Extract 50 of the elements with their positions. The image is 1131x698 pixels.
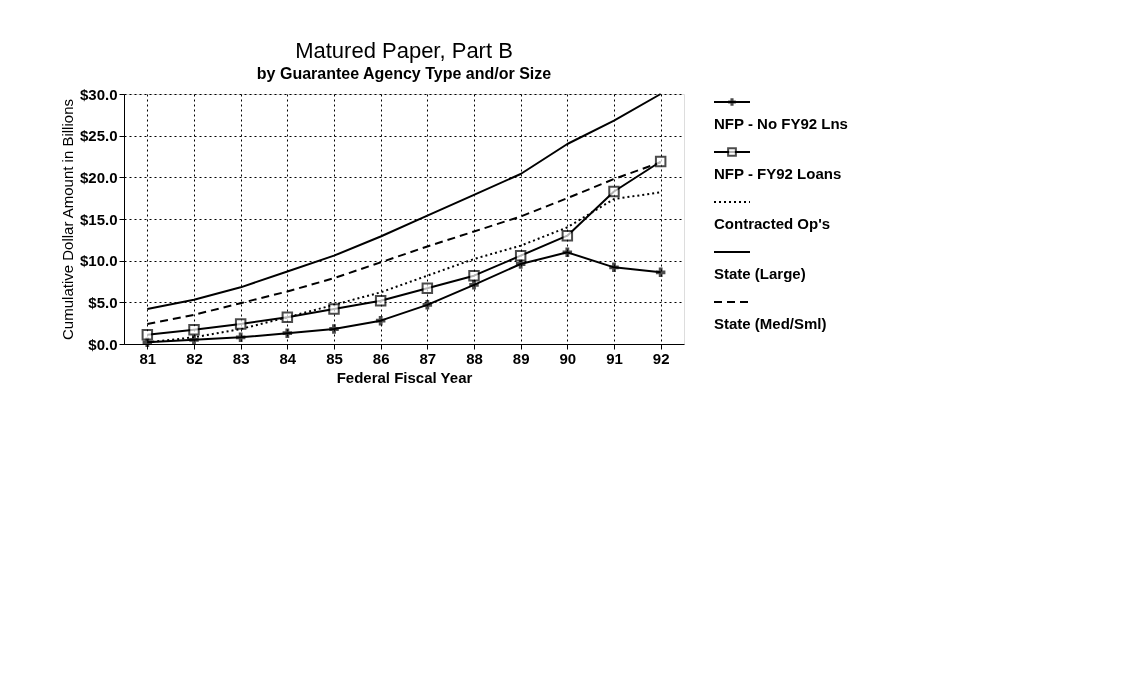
point [374,294,387,307]
point [189,335,199,345]
x-tick-label: 83 [232,349,250,367]
legend-label: Contracted Op's [714,215,831,232]
point [188,324,200,336]
point [281,311,294,324]
y-tick-label: $10.0 [79,252,118,270]
x-tick-label: 84 [279,349,297,367]
point [561,229,574,242]
point [514,249,527,262]
point [468,269,480,282]
point [329,324,339,334]
y-axis-title: Cumulative Dollar Amount in Billions [58,99,76,340]
x-tick-label: 86 [372,349,390,367]
x-tick-label: 92 [652,349,670,367]
point [141,329,154,341]
x-tick-label: 82 [186,349,203,367]
y-tick-label: $5.0 [88,293,118,311]
point [608,185,620,198]
y-tick-label: $30.0 [79,85,118,103]
point [422,300,433,310]
point [421,282,434,294]
x-tick-label: 87 [419,349,437,367]
point [375,315,386,326]
legend-label: State (Med/Sml) [714,315,827,332]
x-tick-label: 88 [466,349,483,367]
point [609,262,619,273]
point [562,247,573,258]
point [654,155,667,168]
x-tick-label: 89 [512,349,530,367]
point [328,303,340,315]
point [234,318,247,330]
chart-subtitle: by Guarantee Agency Type and/or Size [256,65,552,82]
point [282,328,293,338]
point [235,332,246,343]
legend-label: NFP - No FY92 Lns [714,115,848,132]
x-tick-label: 85 [326,349,343,367]
point [655,267,666,278]
x-tick-label: 81 [139,349,157,367]
x-tick-label: 91 [606,349,623,367]
y-tick-label: $0.0 [88,335,118,353]
chart-title: Matured Paper, Part B [295,38,513,63]
point [469,280,479,290]
x-axis-title: Federal Fiscal Year [336,368,473,386]
y-tick-label: $15.0 [79,210,118,228]
x-tick-label: 90 [559,349,577,367]
legend-label: State (Large) [714,265,806,282]
legend-label: NFP - FY92 Loans [714,165,842,182]
y-tick-label: $20.0 [79,168,118,186]
y-tick-label: $25.0 [79,127,118,145]
